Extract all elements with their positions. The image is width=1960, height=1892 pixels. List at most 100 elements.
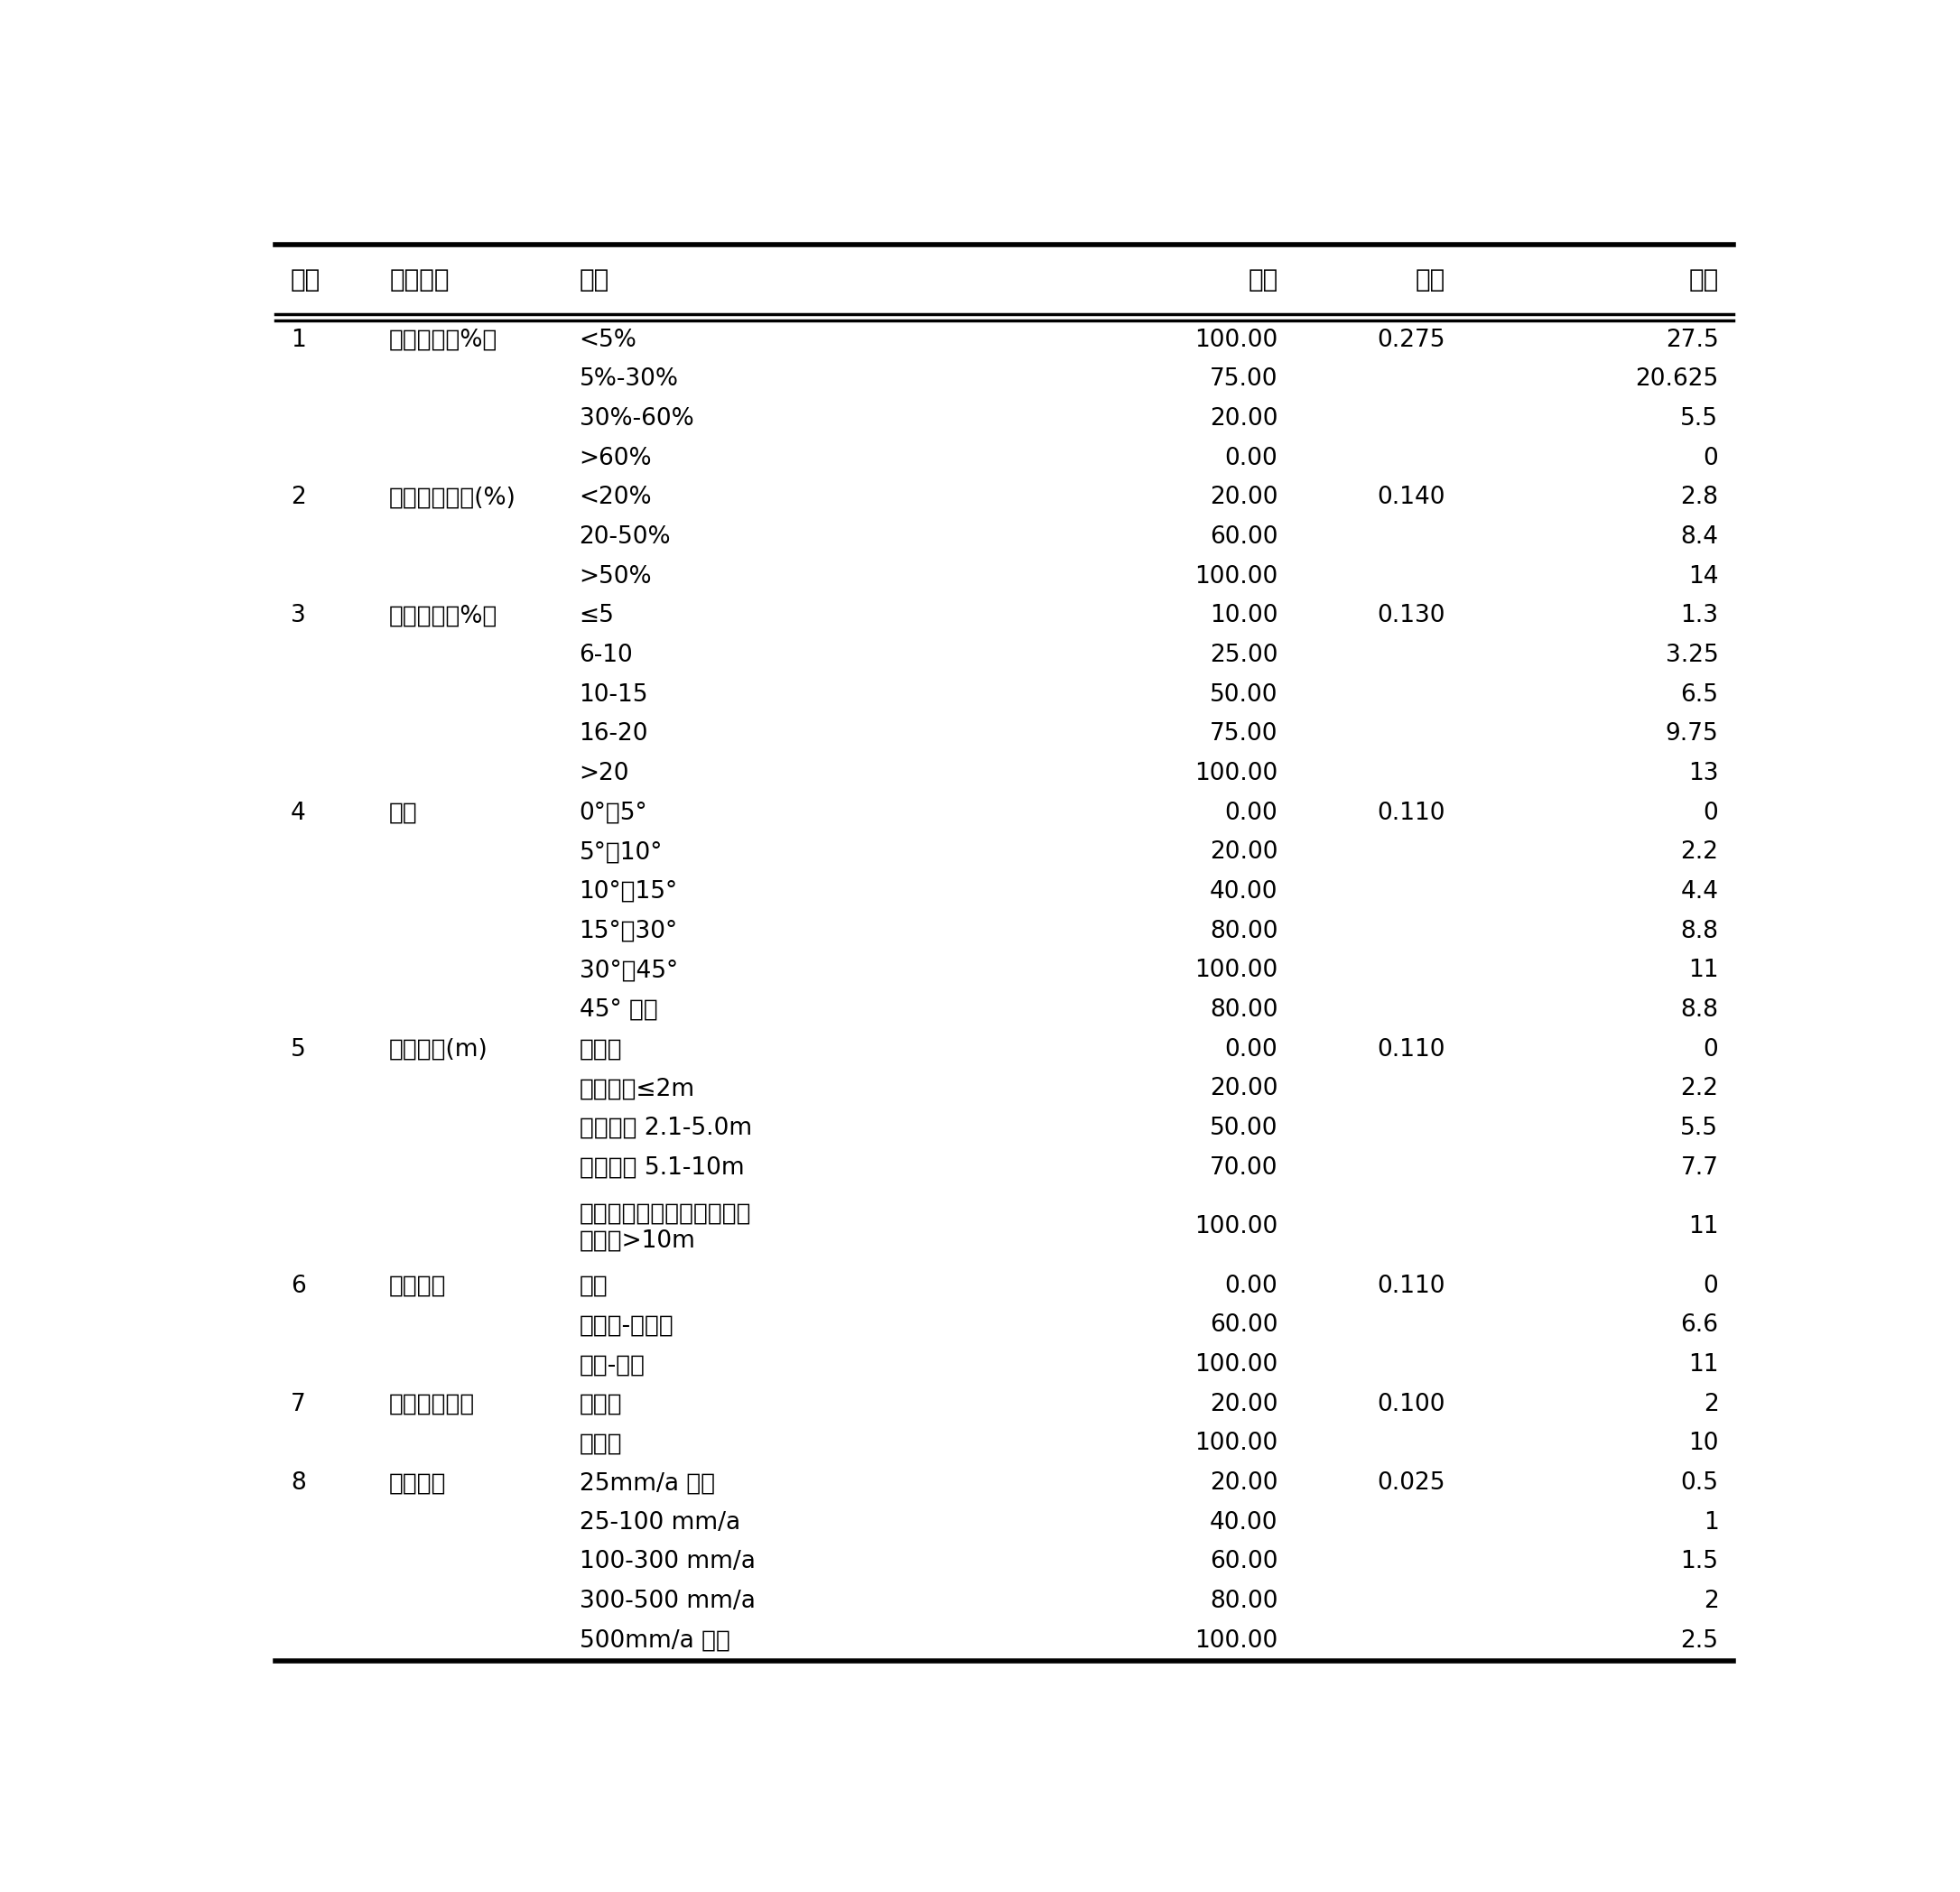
Text: 8: 8: [290, 1472, 306, 1495]
Text: 5%-30%: 5%-30%: [580, 367, 678, 392]
Text: 0: 0: [1703, 447, 1719, 469]
Text: 14: 14: [1688, 566, 1719, 588]
Text: 2.2: 2.2: [1680, 1077, 1719, 1101]
Text: 75.00: 75.00: [1209, 723, 1278, 745]
Text: 序号: 序号: [290, 267, 321, 291]
Text: 80.00: 80.00: [1209, 999, 1278, 1022]
Text: 60.00: 60.00: [1209, 1550, 1278, 1574]
Text: 5.5: 5.5: [1680, 1116, 1719, 1141]
Text: 10: 10: [1688, 1432, 1719, 1455]
Text: 20.00: 20.00: [1209, 486, 1278, 509]
Text: 有措施: 有措施: [580, 1393, 621, 1415]
Text: 0.110: 0.110: [1376, 1275, 1445, 1298]
Text: 3: 3: [290, 604, 306, 628]
Text: 1: 1: [290, 327, 306, 352]
Text: ≤5: ≤5: [580, 604, 613, 628]
Text: 0: 0: [1703, 1039, 1719, 1061]
Text: >60%: >60%: [580, 447, 653, 469]
Text: 无措施: 无措施: [580, 1432, 621, 1455]
Text: 土壤质地: 土壤质地: [390, 1275, 447, 1298]
Text: 10-15: 10-15: [580, 683, 649, 706]
Text: 9.75: 9.75: [1666, 723, 1719, 745]
Text: 地表形态(m): 地表形态(m): [390, 1039, 488, 1061]
Text: 20.625: 20.625: [1635, 367, 1719, 392]
Text: 20.00: 20.00: [1209, 407, 1278, 431]
Text: 25.00: 25.00: [1209, 643, 1278, 668]
Text: 100.00: 100.00: [1196, 1432, 1278, 1455]
Text: 6: 6: [290, 1275, 306, 1298]
Text: 25mm/a 以内: 25mm/a 以内: [580, 1472, 715, 1495]
Text: 年降水量: 年降水量: [390, 1472, 447, 1495]
Text: 7: 7: [290, 1393, 306, 1415]
Text: 壤土: 壤土: [580, 1275, 608, 1298]
Text: 评分: 评分: [1249, 267, 1278, 291]
Text: 2.2: 2.2: [1680, 840, 1719, 865]
Text: 0.130: 0.130: [1376, 604, 1445, 628]
Text: >50%: >50%: [580, 566, 653, 588]
Text: 0: 0: [1703, 802, 1719, 825]
Text: 100.00: 100.00: [1196, 327, 1278, 352]
Text: 70.00: 70.00: [1209, 1156, 1278, 1179]
Text: 45° 以上: 45° 以上: [580, 999, 657, 1022]
Text: 砂土-石砾: 砂土-石砾: [580, 1353, 645, 1377]
Text: 坡度: 坡度: [390, 802, 417, 825]
Text: 0.00: 0.00: [1225, 1275, 1278, 1298]
Text: 6.6: 6.6: [1680, 1313, 1719, 1338]
Text: 4.4: 4.4: [1680, 880, 1719, 904]
Text: 1: 1: [1703, 1512, 1719, 1534]
Text: 40.00: 40.00: [1209, 880, 1278, 904]
Text: 100.00: 100.00: [1196, 762, 1278, 785]
Text: 11: 11: [1688, 959, 1719, 982]
Text: 20.00: 20.00: [1209, 1393, 1278, 1415]
Text: 20-50%: 20-50%: [580, 526, 670, 549]
Text: 75.00: 75.00: [1209, 367, 1278, 392]
Text: 分级: 分级: [580, 267, 610, 291]
Text: 植被盖度（%）: 植被盖度（%）: [390, 327, 498, 352]
Text: 40.00: 40.00: [1209, 1512, 1278, 1534]
Text: 0.00: 0.00: [1225, 1039, 1278, 1061]
Text: 0.00: 0.00: [1225, 802, 1278, 825]
Text: >20: >20: [580, 762, 629, 785]
Text: 15°－30°: 15°－30°: [580, 920, 678, 942]
Text: 60.00: 60.00: [1209, 526, 1278, 549]
Text: 6.5: 6.5: [1680, 683, 1719, 706]
Text: 60.00: 60.00: [1209, 1313, 1278, 1338]
Text: 4: 4: [290, 802, 306, 825]
Text: 80.00: 80.00: [1209, 920, 1278, 942]
Text: 27.5: 27.5: [1666, 327, 1719, 352]
Text: 0.025: 0.025: [1376, 1472, 1445, 1495]
Text: 10.00: 10.00: [1209, 604, 1278, 628]
Text: 2: 2: [1703, 1393, 1719, 1415]
Text: 0.140: 0.140: [1376, 486, 1445, 509]
Text: 25-100 mm/a: 25-100 mm/a: [580, 1512, 741, 1534]
Text: 沙丘高度 2.1-5.0m: 沙丘高度 2.1-5.0m: [580, 1116, 753, 1141]
Text: 50.00: 50.00: [1209, 1116, 1278, 1141]
Text: 沙丘高度 5.1-10m: 沙丘高度 5.1-10m: [580, 1156, 745, 1179]
Text: 2.8: 2.8: [1680, 486, 1719, 509]
Text: 平沙地: 平沙地: [580, 1039, 621, 1061]
Text: 30%-60%: 30%-60%: [580, 407, 694, 431]
Text: 0.110: 0.110: [1376, 1039, 1445, 1061]
Text: 权重: 权重: [1415, 267, 1445, 291]
Text: 100-300 mm/a: 100-300 mm/a: [580, 1550, 755, 1574]
Text: 得分: 得分: [1688, 267, 1719, 291]
Text: 7.7: 7.7: [1680, 1156, 1719, 1179]
Text: 0: 0: [1703, 1275, 1719, 1298]
Text: 2: 2: [1703, 1589, 1719, 1614]
Text: 20.00: 20.00: [1209, 840, 1278, 865]
Text: 100.00: 100.00: [1196, 1353, 1278, 1377]
Text: 盐碱斑占地率(%): 盐碱斑占地率(%): [390, 486, 517, 509]
Text: <20%: <20%: [580, 486, 653, 509]
Text: 沟壑密度（%）: 沟壑密度（%）: [390, 604, 498, 628]
Text: 13: 13: [1688, 762, 1719, 785]
Text: 50.00: 50.00: [1209, 683, 1278, 706]
Text: 0.110: 0.110: [1376, 802, 1445, 825]
Text: 300-500 mm/a: 300-500 mm/a: [580, 1589, 755, 1614]
Text: 20.00: 20.00: [1209, 1077, 1278, 1101]
Text: 100.00: 100.00: [1196, 1629, 1278, 1652]
Text: 0.00: 0.00: [1225, 447, 1278, 469]
Text: 500mm/a 以上: 500mm/a 以上: [580, 1629, 729, 1652]
Text: 壤砂土-粉砂土: 壤砂土-粉砂土: [580, 1313, 674, 1338]
Text: 80.00: 80.00: [1209, 1589, 1278, 1614]
Text: 0°－5°: 0°－5°: [580, 802, 647, 825]
